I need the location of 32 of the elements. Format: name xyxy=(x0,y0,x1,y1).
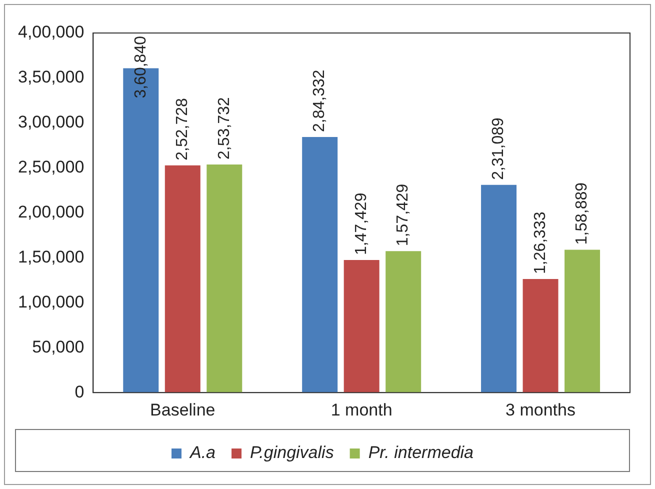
bar xyxy=(386,251,422,393)
y-tick-label: 2,50,000 xyxy=(18,158,84,177)
data-label: 2,52,728 xyxy=(174,98,192,160)
x-tick-label: Baseline xyxy=(150,400,216,420)
data-label: 2,31,089 xyxy=(490,117,508,180)
data-label: 1,57,429 xyxy=(394,184,412,246)
data-label: 1,26,333 xyxy=(532,212,549,274)
legend-label: A.a xyxy=(189,443,216,462)
data-label: 1,58,889 xyxy=(574,182,591,245)
bar xyxy=(302,136,338,393)
legend-label: Pr. intermedia xyxy=(368,443,474,462)
data-label: 3,60,840 xyxy=(132,36,150,98)
data-label: 2,53,732 xyxy=(216,97,233,160)
bar xyxy=(564,250,600,393)
bar xyxy=(164,165,200,393)
y-tick-label: 4,00,000 xyxy=(18,22,84,42)
y-tick-label: 3,50,000 xyxy=(18,68,84,87)
y-tick-label: 50,000 xyxy=(32,337,84,356)
x-tick-label: 1 month xyxy=(330,400,392,420)
bar xyxy=(481,184,517,393)
bar xyxy=(344,260,380,393)
y-tick-label: 3,00,000 xyxy=(18,112,84,132)
legend-label: P.gingivalis xyxy=(250,443,334,462)
y-tick-label: 1,50,000 xyxy=(18,247,84,266)
bar xyxy=(206,164,242,393)
y-tick-label: 1,00,000 xyxy=(18,292,84,312)
x-tick-label: 3 months xyxy=(506,400,576,420)
data-label: 1,47,429 xyxy=(352,192,370,256)
y-tick-label: 0 xyxy=(74,382,84,402)
y-tick-label: 2,00,000 xyxy=(18,202,84,222)
bar xyxy=(522,279,558,393)
data-label: 2,84,332 xyxy=(311,70,328,132)
